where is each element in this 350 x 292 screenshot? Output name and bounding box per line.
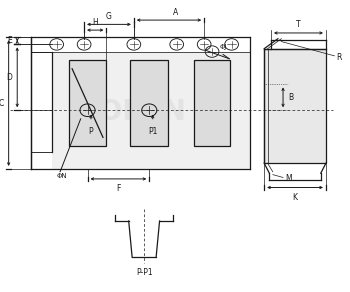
- Text: B: B: [288, 93, 293, 102]
- Text: E: E: [7, 36, 12, 45]
- Bar: [131, 60, 168, 146]
- Text: K: K: [293, 193, 297, 202]
- Bar: [51, 52, 251, 169]
- Text: P1: P1: [148, 127, 158, 136]
- Text: R: R: [336, 53, 342, 62]
- Text: P-P1: P-P1: [136, 267, 153, 277]
- Text: ΦJ: ΦJ: [219, 44, 227, 50]
- Text: A: A: [173, 8, 178, 17]
- Bar: [194, 60, 230, 146]
- Text: TOKEN: TOKEN: [81, 98, 187, 126]
- Bar: [69, 60, 106, 146]
- Text: F: F: [116, 184, 121, 193]
- Text: C: C: [0, 99, 4, 107]
- Text: ΦN: ΦN: [57, 173, 67, 179]
- Text: M: M: [285, 174, 292, 183]
- Text: D: D: [6, 73, 12, 82]
- Text: P: P: [89, 127, 93, 136]
- Text: G: G: [106, 12, 112, 21]
- Bar: [264, 49, 326, 163]
- Text: T: T: [296, 20, 301, 29]
- Text: H: H: [92, 18, 98, 27]
